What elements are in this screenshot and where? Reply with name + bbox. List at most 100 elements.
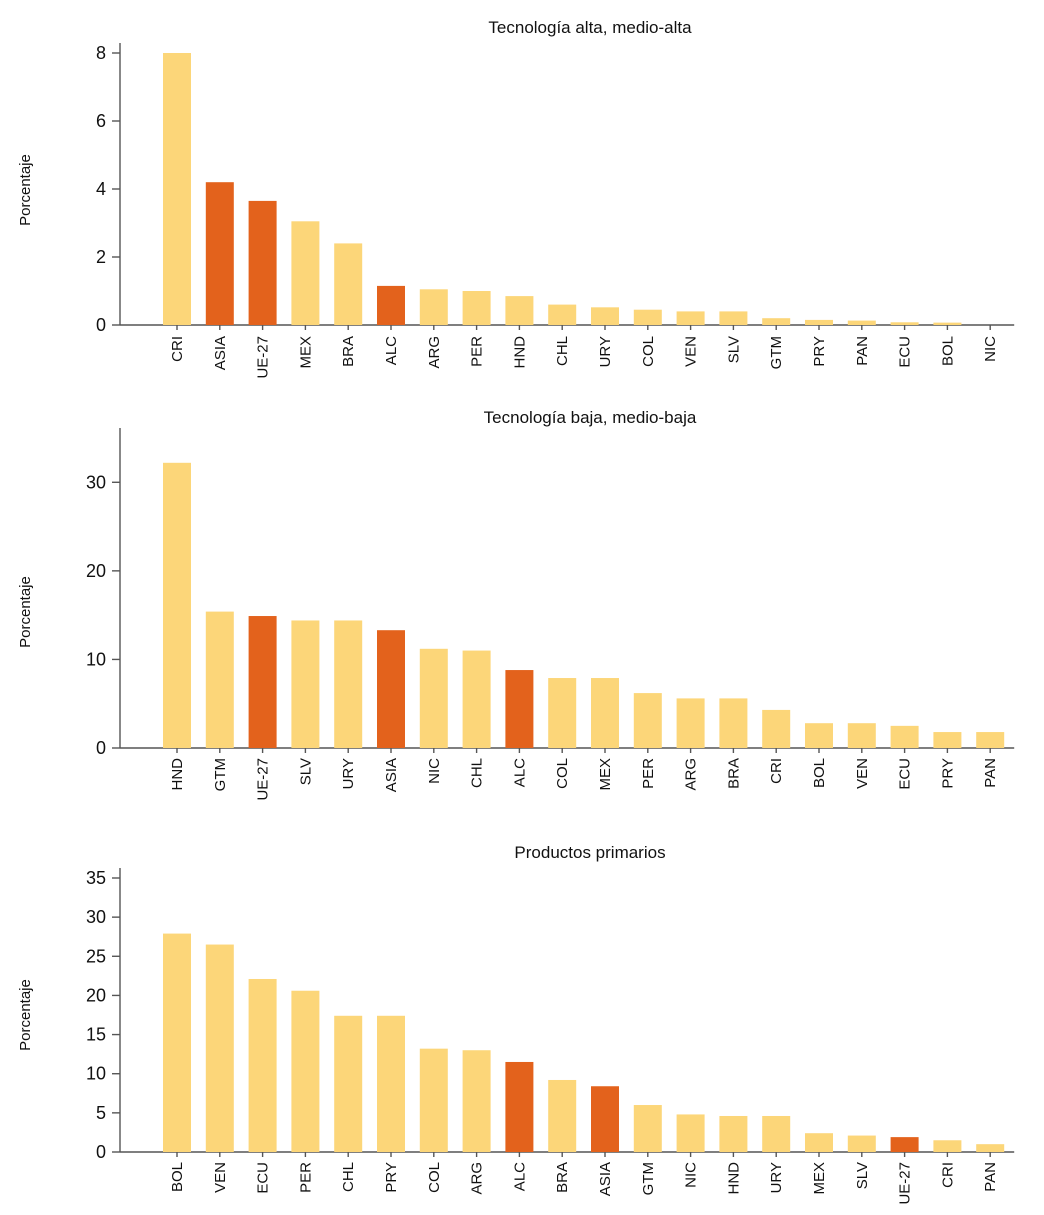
bar-hnd xyxy=(719,1115,748,1152)
bar-gtm xyxy=(762,318,791,325)
bar-mex xyxy=(591,678,619,748)
bar-gtm xyxy=(205,611,234,748)
x-tick-label: NIC xyxy=(683,1162,700,1188)
bar-hnd xyxy=(163,462,191,748)
bar-per xyxy=(633,693,662,748)
bar-nic xyxy=(676,1114,705,1152)
x-tick-label: UE-27 xyxy=(255,758,272,801)
bar-ecu xyxy=(890,322,919,325)
bar-col xyxy=(548,678,577,748)
bar-col xyxy=(633,309,662,325)
bar-asia xyxy=(377,630,405,748)
bar-arg xyxy=(462,1050,491,1152)
x-tick-label: PER xyxy=(469,336,486,367)
chart-title: Productos primarios xyxy=(514,843,665,862)
y-tick-label: 15 xyxy=(86,1025,106,1045)
chart-title: Tecnología baja, medio-baja xyxy=(484,408,697,427)
x-tick-label: ALC xyxy=(511,758,528,787)
y-axis-label: Porcentaje xyxy=(17,576,34,648)
x-tick-label: BOL xyxy=(169,1162,186,1192)
bar-chl xyxy=(334,1015,363,1152)
bar-alc xyxy=(505,1061,534,1152)
x-tick-label: ARG xyxy=(426,336,443,369)
x-tick-label: SLV xyxy=(854,1162,871,1189)
x-tick-label: BRA xyxy=(725,758,742,789)
x-tick-label: ECU xyxy=(897,336,914,368)
bar-slv xyxy=(719,311,748,325)
bar-pry xyxy=(377,1015,405,1152)
x-tick-label: VEN xyxy=(854,758,871,789)
x-tick-label: MEX xyxy=(297,336,314,369)
x-tick-label: NIC xyxy=(982,336,999,362)
bar-bol xyxy=(163,933,191,1152)
bar-per xyxy=(462,291,491,325)
bar-bol xyxy=(933,322,962,325)
bar-chl xyxy=(548,304,577,325)
bar-hnd xyxy=(505,296,534,325)
bar-ue-27 xyxy=(248,200,277,325)
bar-mex xyxy=(805,1133,833,1152)
x-tick-label: GTM xyxy=(768,336,785,369)
y-tick-label: 30 xyxy=(86,472,106,492)
y-tick-label: 25 xyxy=(86,946,106,966)
bar-gtm xyxy=(633,1105,662,1152)
x-tick-label: COL xyxy=(554,758,571,789)
bar-per xyxy=(291,990,320,1152)
x-tick-label: CRI xyxy=(939,1162,956,1188)
x-tick-label: GTM xyxy=(640,1162,657,1195)
chart-panel-3: Productos primarios Porcentaje 0 5 10 15 20 25 3… xyxy=(17,843,1015,1205)
x-tick-label: HND xyxy=(725,1162,742,1195)
bar-cri xyxy=(933,1140,962,1152)
y-tick-label: 35 xyxy=(86,868,106,888)
y-tick-label: 30 xyxy=(86,907,106,927)
y-tick-label: 0 xyxy=(96,738,106,758)
y-tick-label: 4 xyxy=(96,179,106,199)
bar-ury xyxy=(334,620,363,748)
x-tick-label: PAN xyxy=(982,1162,999,1192)
x-tick-label: PAN xyxy=(982,758,999,788)
y-axis-label: Porcentaje xyxy=(17,979,34,1051)
bar-slv xyxy=(847,1135,876,1152)
chart-panel-2: Tecnología baja, medio-baja Porcentaje 0 10… xyxy=(17,408,1015,801)
y-tick-label: 5 xyxy=(96,1103,106,1123)
y-tick-label: 0 xyxy=(96,315,106,335)
x-tick-label: ALC xyxy=(383,336,400,365)
bar-nic xyxy=(419,648,448,748)
bar-asia xyxy=(591,1086,619,1152)
y-axis-label: Porcentaje xyxy=(17,154,34,226)
bar-chl xyxy=(462,650,491,748)
x-tick-label: BRA xyxy=(554,1162,571,1193)
x-tick-label: ALC xyxy=(511,1162,528,1191)
x-tick-label: PER xyxy=(640,758,657,789)
x-tick-label: SLV xyxy=(725,336,742,363)
x-tick-label: ECU xyxy=(897,758,914,790)
x-tick-label: ASIA xyxy=(597,1162,614,1196)
bar-bra xyxy=(719,698,748,748)
x-tick-label: HND xyxy=(511,336,528,369)
bar-asia xyxy=(205,182,234,325)
bar-ury xyxy=(591,307,619,325)
bar-cri xyxy=(762,709,791,748)
bar-mex xyxy=(291,221,320,325)
bar-alc xyxy=(377,285,405,325)
y-tick-label: 20 xyxy=(86,561,106,581)
bar-ven xyxy=(205,944,234,1152)
bar-col xyxy=(419,1048,448,1152)
x-tick-label: GTM xyxy=(212,758,229,791)
x-tick-label: CHL xyxy=(340,1162,357,1192)
bar-slv xyxy=(291,620,320,748)
bar-arg xyxy=(419,289,448,325)
x-tick-label: BRA xyxy=(340,336,357,367)
bar-alc xyxy=(505,670,534,748)
x-tick-label: BOL xyxy=(939,336,956,366)
x-tick-label: CRI xyxy=(768,758,785,784)
x-tick-label: COL xyxy=(640,336,657,367)
bar-pan xyxy=(847,320,876,325)
chart-title: Tecnología alta, medio-alta xyxy=(488,18,692,37)
bar-arg xyxy=(676,698,705,748)
bar-bol xyxy=(805,723,833,748)
x-tick-label: PER xyxy=(297,1162,314,1193)
x-tick-label: VEN xyxy=(212,1162,229,1193)
y-tick-label: 6 xyxy=(96,111,106,131)
